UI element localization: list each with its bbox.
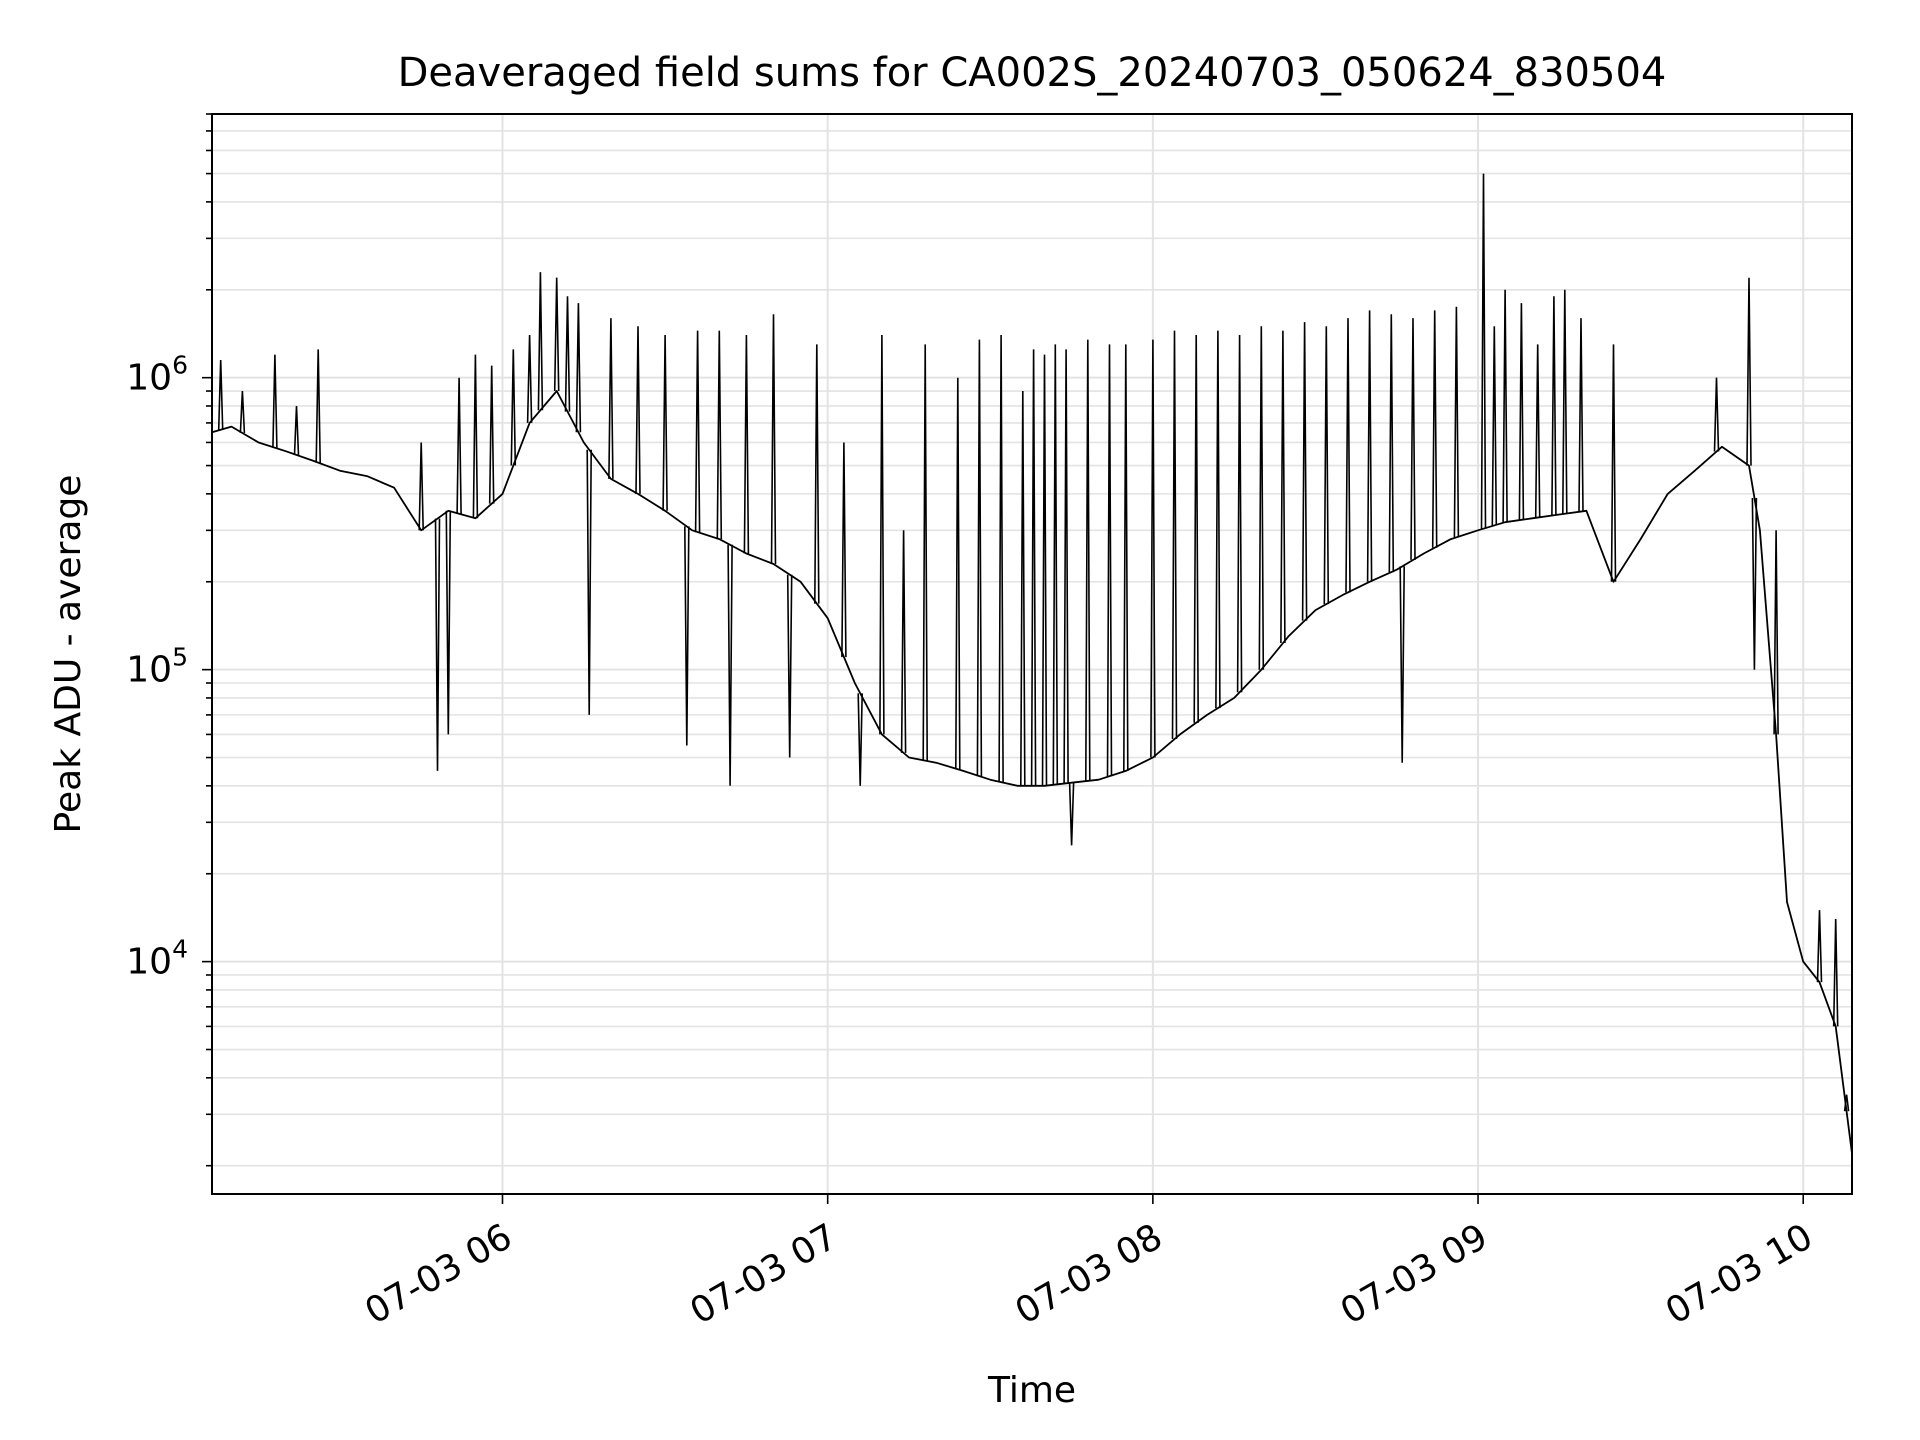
series-spike (1491, 326, 1498, 526)
y-tick-exponent: 6 (172, 351, 188, 380)
series-spike (1345, 318, 1351, 593)
series-spike (1301, 322, 1308, 621)
series-spike (608, 318, 614, 479)
series-spike (922, 344, 928, 761)
series-spike (743, 334, 750, 554)
series-spike (1518, 303, 1525, 520)
series-spike (272, 354, 278, 448)
series-spike (1431, 310, 1438, 548)
series-spike (239, 390, 246, 433)
series-spike (1610, 344, 1617, 582)
series-spike (510, 349, 517, 466)
x-axis-label: Time (987, 1370, 1076, 1411)
series-spike (1843, 1094, 1850, 1112)
series-spike (770, 314, 777, 565)
y-tick-label: 106 (126, 351, 188, 399)
series-spike (564, 296, 571, 412)
series-spike (841, 442, 847, 658)
y-axis-label: Peak ADU - average (48, 475, 89, 834)
series-spike (1534, 344, 1541, 518)
series-spike (1236, 334, 1243, 693)
series-spike (526, 334, 533, 423)
series-spike (955, 377, 961, 770)
series-spike (1106, 344, 1113, 777)
series-spike (1085, 339, 1091, 781)
series-spike (537, 272, 544, 411)
series-spike (1388, 314, 1395, 573)
series-spike (1193, 334, 1199, 723)
series-spike (1030, 349, 1037, 786)
y-tick-label: 105 (126, 643, 188, 691)
series-spike (1215, 330, 1221, 709)
series-spike (1041, 354, 1048, 786)
series-spike (786, 574, 793, 758)
series-spike (1773, 530, 1779, 735)
series-spike (716, 330, 723, 540)
y-tick-exponent: 4 (172, 935, 188, 964)
series-spike (1713, 377, 1720, 452)
series-spike (586, 449, 592, 715)
series-spike (1816, 910, 1823, 983)
series-spike (1562, 289, 1568, 514)
series-spike (418, 442, 424, 531)
series-spike (662, 334, 668, 511)
series-spike (1020, 390, 1026, 786)
series-spike (488, 365, 495, 504)
series-spike (1068, 782, 1075, 846)
series-spike (456, 377, 462, 514)
series-spike (857, 693, 863, 786)
series-spike (472, 354, 479, 519)
series-spike (976, 339, 983, 777)
y-tick-base: 10 (126, 358, 172, 399)
series-spike (1366, 310, 1373, 582)
series-spike (998, 334, 1004, 783)
plot-area (211, 173, 1853, 1154)
series-spike (1150, 339, 1156, 758)
series-spike (1052, 344, 1059, 785)
series-spike (1410, 318, 1416, 560)
series-spike (727, 544, 733, 786)
series-spike (1746, 277, 1752, 466)
series-spike (1123, 344, 1129, 771)
series-spike (1323, 326, 1330, 605)
series-spike (1399, 566, 1405, 763)
series-spike (1280, 330, 1286, 644)
series-spike (553, 277, 560, 392)
series-spike (1578, 318, 1584, 512)
y-tick-base: 10 (126, 650, 172, 691)
series-spike (814, 344, 820, 604)
series-spike (445, 510, 452, 735)
series-spike (1171, 330, 1178, 740)
series-spike (1551, 296, 1557, 516)
series-spike (217, 359, 224, 430)
series-spike (575, 303, 582, 433)
plot-frame (211, 113, 1853, 1195)
series-spike (1258, 326, 1265, 670)
y-tick-exponent: 5 (172, 643, 188, 672)
series-spike (684, 526, 690, 746)
series-spike (434, 518, 441, 771)
series-spike (1751, 497, 1758, 670)
series-spike (1453, 306, 1460, 538)
series-spike (315, 349, 321, 463)
y-tick-base: 10 (126, 942, 172, 983)
series-spike (1480, 173, 1487, 529)
chart-title: Deaveraged field sums for CA002S_2024070… (398, 50, 1667, 96)
series-spike (1063, 349, 1069, 784)
series-spike (635, 326, 641, 494)
series-spike (694, 330, 701, 533)
series-spike (1832, 918, 1839, 1027)
series-spike (293, 405, 300, 456)
gridlines (212, 113, 1852, 1194)
series-spike (900, 530, 907, 753)
y-tick-label: 104 (126, 935, 188, 983)
series-spike (879, 334, 885, 735)
series-spike (1502, 289, 1508, 523)
